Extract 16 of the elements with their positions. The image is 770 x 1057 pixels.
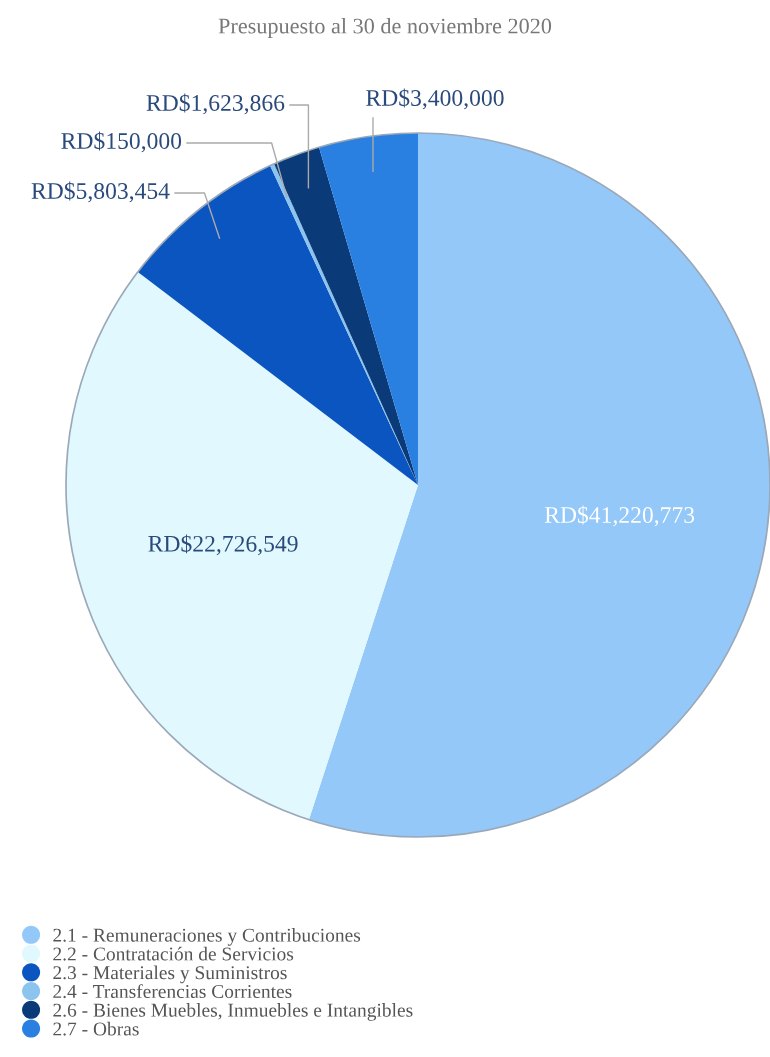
data-label: RD$1,623,866 bbox=[146, 93, 285, 115]
legend-label: 2.3 - Materiales y Suministros bbox=[53, 965, 287, 984]
legend-label: 2.2 - Contratación de Servicios bbox=[53, 946, 294, 961]
data-label: RD$3,400,000 bbox=[366, 88, 504, 110]
data-label: RD$5,803,454 bbox=[31, 181, 170, 203]
legend-label: 2.6 - Bienes Muebles, Inmuebles e Intangibles bbox=[53, 1003, 413, 1021]
data-label: RD$41,220,773 bbox=[544, 505, 695, 527]
data-label: RD$22,726,549 bbox=[148, 534, 298, 556]
pie-slice bbox=[318, 133, 418, 485]
data-label: RD$150,000 bbox=[61, 131, 182, 153]
pie-slice bbox=[308, 133, 770, 837]
legend-label: 2.1 - Remuneraciones y Contribuciones bbox=[53, 928, 361, 946]
pie-slice bbox=[66, 271, 418, 820]
chart-title: Presupuesto al 30 de noviembre 2020 bbox=[218, 17, 552, 39]
legend-label: 2.7 - Obras bbox=[53, 1021, 139, 1036]
legend-label: 2.4 - Transferencias Corrientes bbox=[53, 984, 292, 999]
